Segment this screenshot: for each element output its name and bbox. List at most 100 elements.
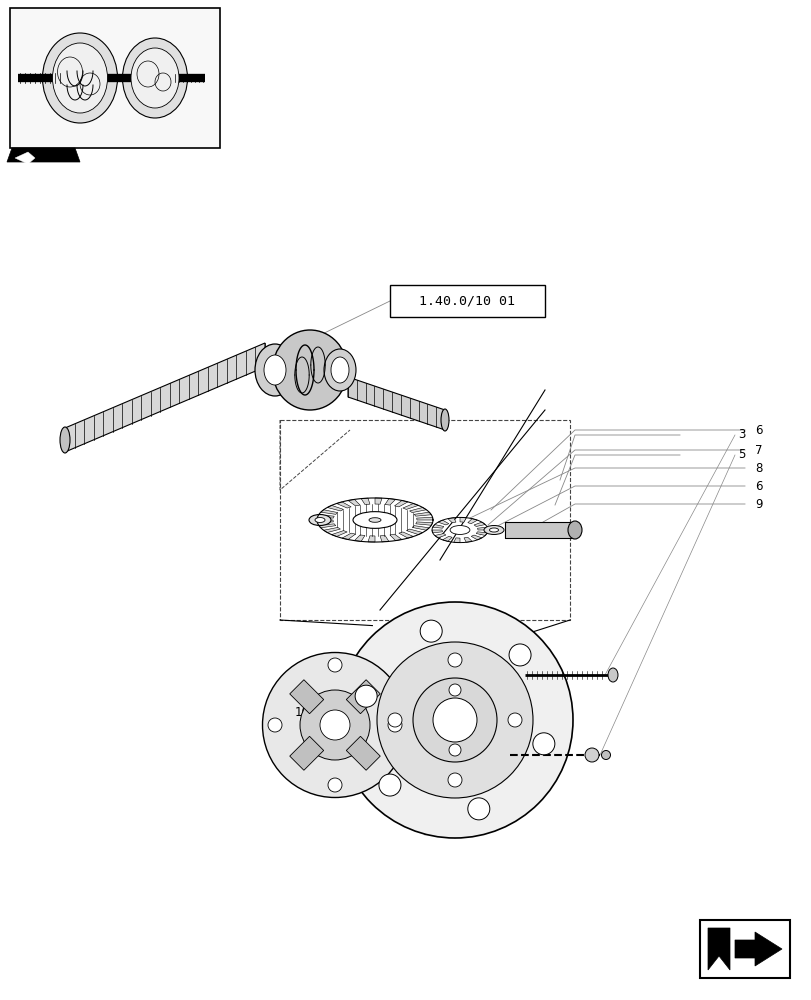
Polygon shape xyxy=(331,531,347,536)
Ellipse shape xyxy=(262,652,407,798)
Ellipse shape xyxy=(53,43,107,113)
Polygon shape xyxy=(398,532,413,538)
Text: 7: 7 xyxy=(754,444,762,456)
Text: 2: 2 xyxy=(303,740,310,752)
Text: 1: 1 xyxy=(303,722,310,736)
Ellipse shape xyxy=(353,512,397,528)
Ellipse shape xyxy=(568,521,581,539)
Polygon shape xyxy=(412,526,429,530)
Polygon shape xyxy=(734,932,781,966)
Polygon shape xyxy=(341,533,355,540)
Polygon shape xyxy=(380,535,388,542)
Circle shape xyxy=(432,698,476,742)
Ellipse shape xyxy=(607,668,617,682)
Polygon shape xyxy=(431,530,442,533)
Circle shape xyxy=(448,684,461,696)
Polygon shape xyxy=(432,525,444,528)
Text: 8: 8 xyxy=(754,462,762,475)
Ellipse shape xyxy=(272,330,347,410)
Circle shape xyxy=(388,718,401,732)
Polygon shape xyxy=(453,538,460,543)
Circle shape xyxy=(354,685,376,707)
Circle shape xyxy=(388,713,401,727)
Circle shape xyxy=(379,774,401,796)
Polygon shape xyxy=(463,537,471,542)
Polygon shape xyxy=(7,148,80,162)
Polygon shape xyxy=(470,535,481,540)
Ellipse shape xyxy=(42,33,118,123)
Ellipse shape xyxy=(122,38,187,118)
Polygon shape xyxy=(348,377,444,430)
Polygon shape xyxy=(504,522,574,538)
Polygon shape xyxy=(320,510,337,514)
Polygon shape xyxy=(475,532,487,535)
Circle shape xyxy=(448,773,461,787)
Ellipse shape xyxy=(489,528,498,532)
Polygon shape xyxy=(416,517,432,520)
FancyBboxPatch shape xyxy=(389,285,544,317)
Polygon shape xyxy=(389,534,401,541)
Polygon shape xyxy=(438,520,448,525)
Ellipse shape xyxy=(320,710,350,740)
Ellipse shape xyxy=(440,409,448,431)
Ellipse shape xyxy=(368,518,380,522)
Polygon shape xyxy=(448,518,456,523)
Polygon shape xyxy=(361,498,370,505)
Bar xyxy=(290,680,324,714)
Polygon shape xyxy=(316,520,333,523)
Polygon shape xyxy=(394,500,407,507)
Ellipse shape xyxy=(309,514,331,526)
Bar xyxy=(290,736,324,770)
Ellipse shape xyxy=(601,750,610,760)
Text: 10: 10 xyxy=(294,706,310,718)
Polygon shape xyxy=(327,505,343,511)
Polygon shape xyxy=(402,504,418,509)
Text: 9: 9 xyxy=(754,497,762,510)
Circle shape xyxy=(413,678,496,762)
Bar xyxy=(345,680,380,714)
Circle shape xyxy=(532,733,554,755)
Polygon shape xyxy=(336,502,350,508)
Polygon shape xyxy=(375,498,381,504)
Polygon shape xyxy=(406,529,423,535)
Ellipse shape xyxy=(131,48,178,108)
Bar xyxy=(10,8,220,148)
Ellipse shape xyxy=(255,344,294,396)
Circle shape xyxy=(467,798,489,820)
Text: 6: 6 xyxy=(754,480,762,492)
Circle shape xyxy=(448,744,461,756)
Circle shape xyxy=(268,718,281,732)
Polygon shape xyxy=(474,522,485,526)
Polygon shape xyxy=(317,515,334,518)
Polygon shape xyxy=(354,535,364,541)
Polygon shape xyxy=(318,524,335,528)
Polygon shape xyxy=(434,534,445,538)
Bar xyxy=(345,736,380,770)
Polygon shape xyxy=(348,499,359,506)
Polygon shape xyxy=(65,343,264,452)
Ellipse shape xyxy=(483,526,504,534)
Polygon shape xyxy=(460,517,466,522)
Polygon shape xyxy=(477,527,487,530)
Circle shape xyxy=(419,620,442,642)
Polygon shape xyxy=(409,507,426,513)
Ellipse shape xyxy=(331,357,349,383)
Circle shape xyxy=(376,642,532,798)
Circle shape xyxy=(508,644,530,666)
Circle shape xyxy=(337,602,573,838)
Polygon shape xyxy=(324,527,340,533)
Polygon shape xyxy=(384,499,395,505)
Text: 4: 4 xyxy=(303,688,310,702)
Polygon shape xyxy=(415,522,432,525)
Circle shape xyxy=(328,778,341,792)
Ellipse shape xyxy=(324,349,355,391)
Circle shape xyxy=(508,713,521,727)
Text: 6: 6 xyxy=(754,424,762,436)
Polygon shape xyxy=(367,536,375,542)
Polygon shape xyxy=(442,536,452,541)
Ellipse shape xyxy=(584,748,599,762)
Text: 1.40.0/10 01: 1.40.0/10 01 xyxy=(418,294,514,308)
Polygon shape xyxy=(707,928,729,970)
Polygon shape xyxy=(467,519,477,524)
Ellipse shape xyxy=(60,427,70,453)
